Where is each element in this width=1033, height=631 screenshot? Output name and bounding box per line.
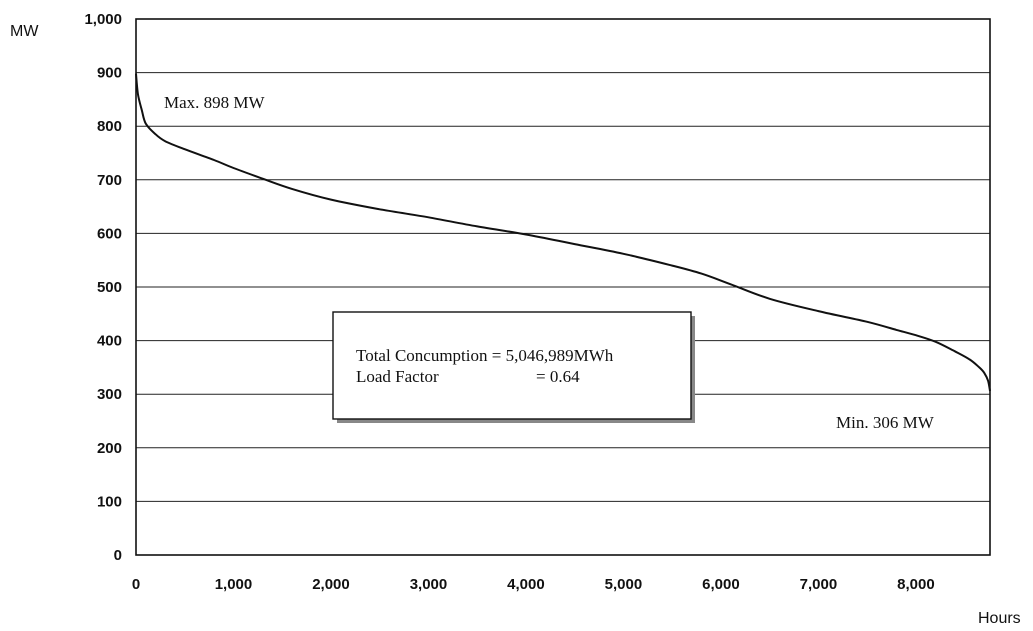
plot-frame — [135, 18, 991, 556]
x-tick-label: 4,000 — [507, 576, 545, 593]
summary-box: Total Concumption = 5,046,989MWh Load Fa… — [332, 311, 695, 423]
max-annotation: Max. 898 MW — [164, 93, 266, 112]
x-tick-label: 8,000 — [897, 576, 935, 593]
y-tick-label: 700 — [97, 172, 122, 189]
x-tick-label: 1,000 — [215, 576, 253, 593]
min-annotation: Min. 306 MW — [836, 413, 935, 432]
gridlines — [136, 72, 990, 502]
y-tick-label: 400 — [97, 333, 122, 350]
y-tick-label: 900 — [97, 65, 122, 82]
load-factor-value: = 0.64 — [536, 367, 580, 386]
y-tick-label: 600 — [97, 225, 122, 242]
x-axis-label: Hours — [978, 610, 1021, 627]
y-tick-label: 1,000 — [84, 11, 122, 28]
y-tick-label: 500 — [97, 279, 122, 296]
y-axis-label: MW — [10, 23, 39, 40]
y-tick-label: 100 — [97, 493, 122, 510]
x-tick-label: 0 — [132, 576, 140, 593]
x-tick-labels: 0 1,000 2,000 3,000 4,000 5,000 6,000 7,000 8,00… — [132, 576, 935, 593]
y-tick-label: 300 — [97, 386, 122, 403]
x-tick-label: 7,000 — [800, 576, 838, 593]
x-tick-label: 6,000 — [702, 576, 740, 593]
load-factor-label: Load Factor — [356, 367, 439, 386]
y-tick-label: 200 — [97, 440, 122, 457]
x-tick-label: 2,000 — [312, 576, 350, 593]
plot-border — [135, 18, 991, 556]
x-tick-label: 5,000 — [605, 576, 643, 593]
y-tick-label: 0 — [114, 547, 122, 564]
x-tick-label: 3,000 — [410, 576, 448, 593]
load-duration-line-0 — [135, 73, 991, 392]
series-layer — [135, 73, 991, 392]
y-tick-label: 800 — [97, 118, 122, 135]
summary-box-frame — [332, 311, 692, 420]
y-tick-labels: 0 100 200 300 400 500 600 700 800 900 1,000 — [84, 11, 122, 564]
total-consumption-text: Total Concumption = 5,046,989MWh — [356, 346, 614, 365]
